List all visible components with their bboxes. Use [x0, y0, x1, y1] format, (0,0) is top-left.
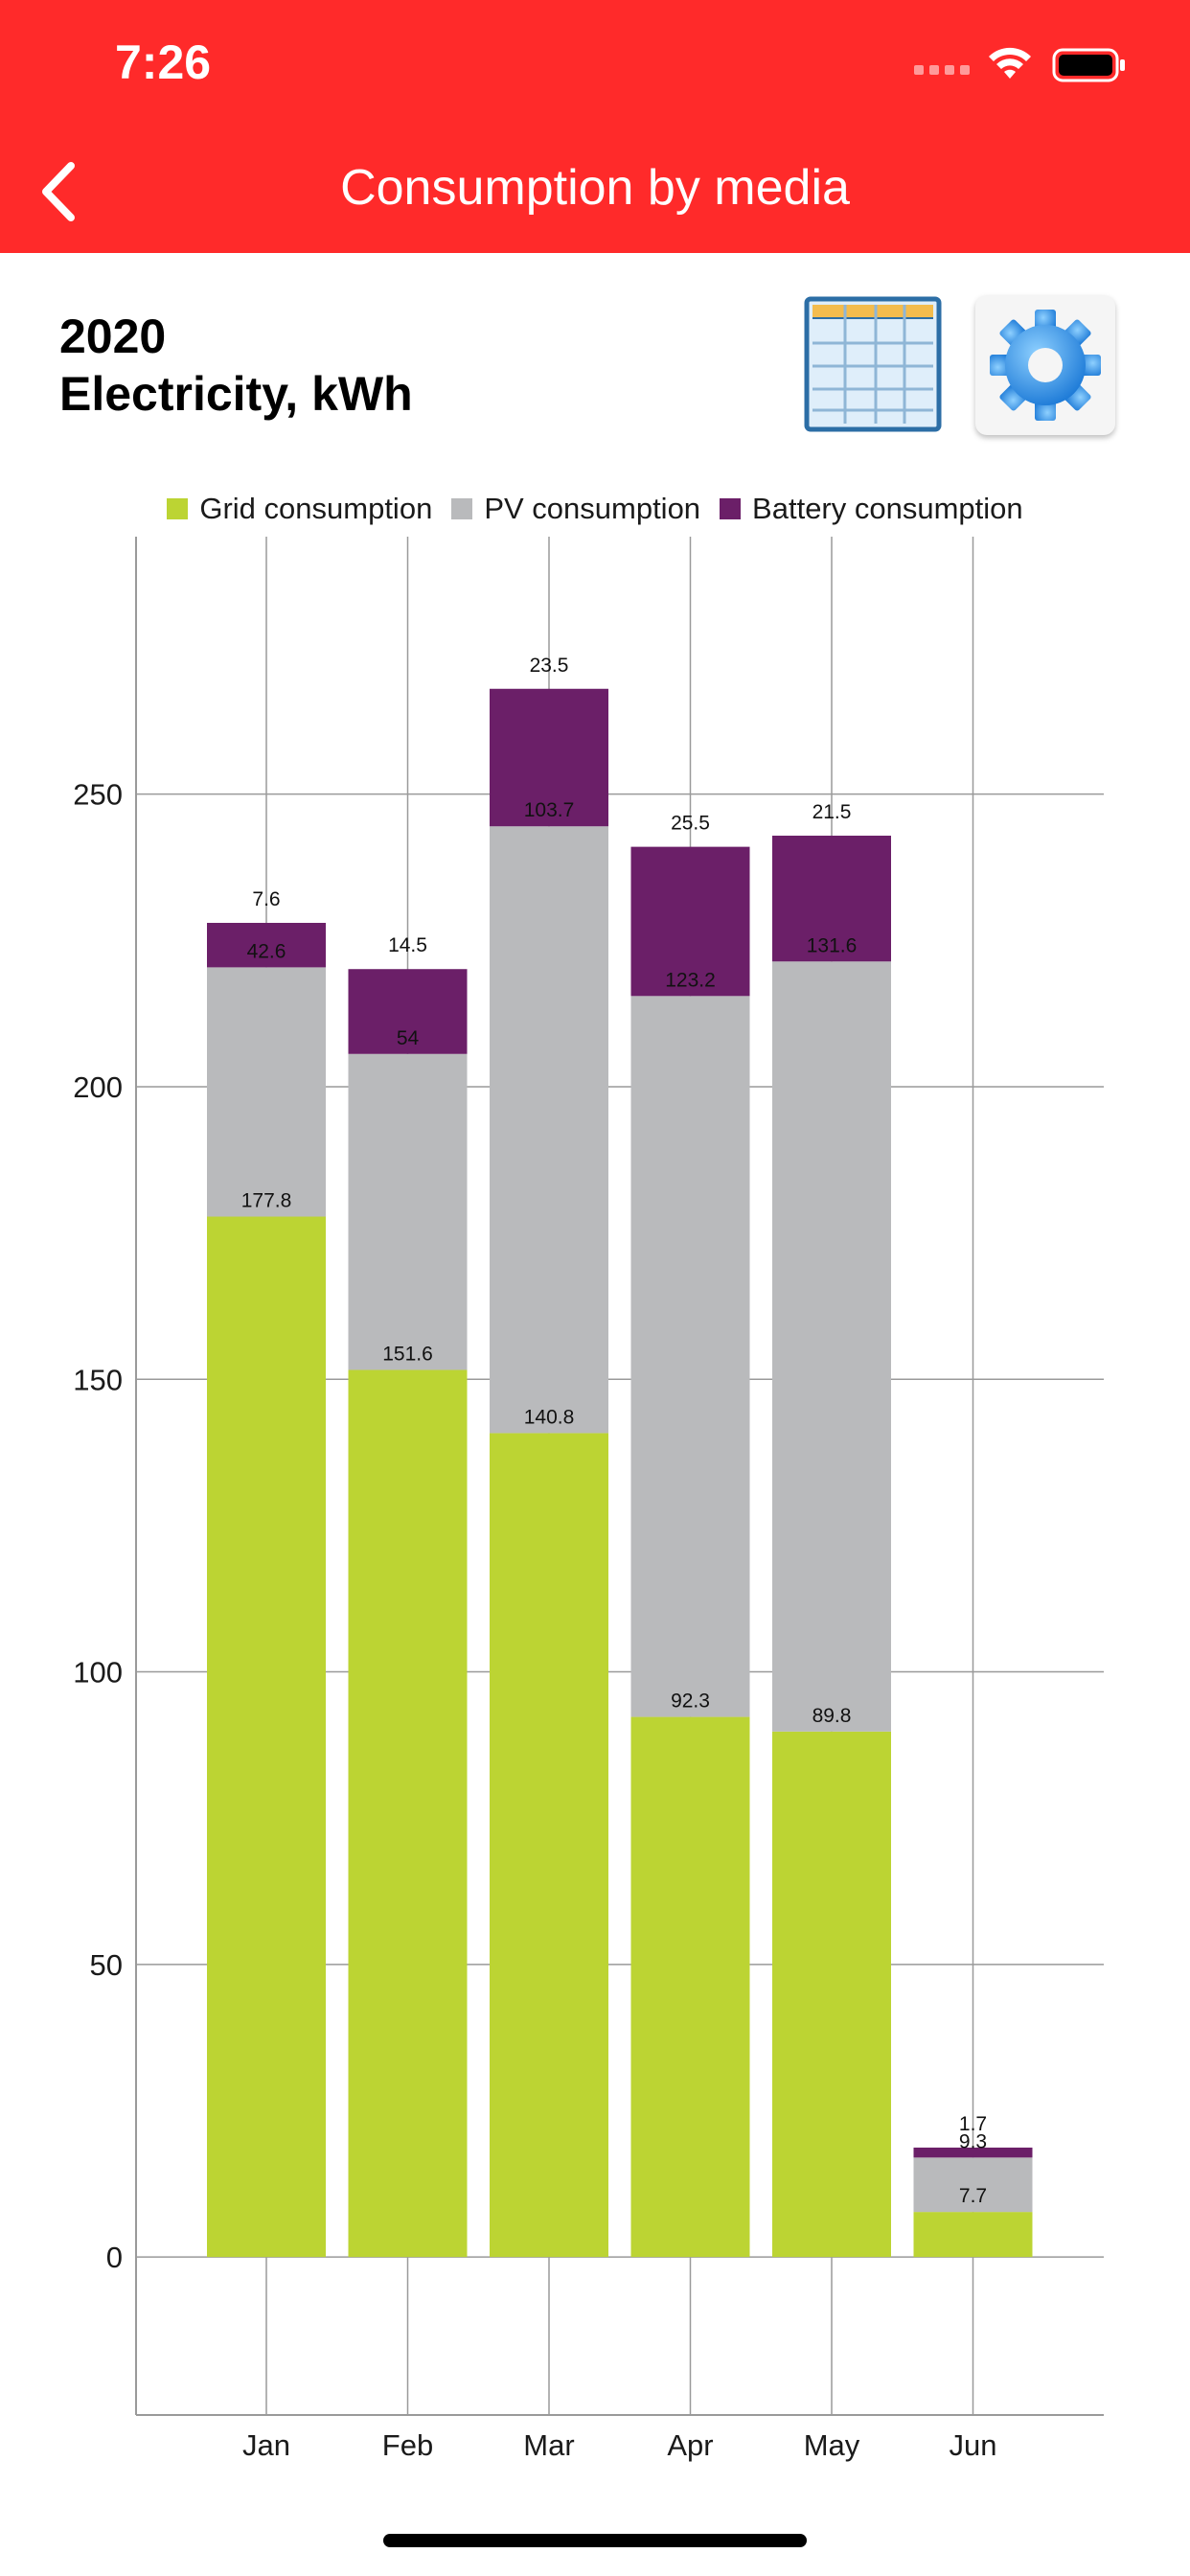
- stacked-bar-chart: 0 50 100 150 200 250 177.8 42.6 7.6 151.6 54 14.5 14…: [73, 537, 1104, 2462]
- data-label: 54: [397, 1027, 420, 1049]
- bar-may-grid-consumption: [772, 1731, 891, 2258]
- table-view-button[interactable]: [803, 293, 945, 435]
- legend-label-battery: Battery consumption: [752, 492, 1023, 525]
- x-tick-label: Feb: [382, 2428, 433, 2462]
- bar-feb-pv-consumption: [348, 1053, 468, 1370]
- data-label: 131.6: [807, 934, 858, 956]
- data-label: 25.5: [671, 813, 710, 835]
- bar-jan-grid-consumption: [207, 1216, 326, 2258]
- data-label: 123.2: [665, 969, 716, 991]
- cellular-signal-icon: [914, 65, 970, 75]
- bar-jan-battery-consumption: [207, 922, 326, 968]
- x-tick-label: Jan: [242, 2428, 290, 2462]
- data-label: 23.5: [530, 655, 569, 677]
- legend-swatch-pv: [451, 498, 473, 519]
- data-label: 92.3: [671, 1690, 710, 1713]
- table-icon: [804, 296, 942, 432]
- back-button[interactable]: [29, 153, 86, 230]
- y-tick-label: 50: [90, 1948, 123, 1982]
- bar-may-battery-consumption: [772, 836, 891, 962]
- y-tick-label: 150: [73, 1363, 123, 1396]
- bar-jun-grid-consumption: [913, 2212, 1033, 2258]
- chevron-left-icon: [42, 162, 75, 221]
- legend-label-grid: Grid consumption: [199, 492, 433, 525]
- legend-item-battery[interactable]: Battery consumption: [720, 492, 1023, 526]
- status-time: 7:26: [115, 35, 212, 89]
- bar-feb-battery-consumption: [348, 969, 468, 1054]
- chart-legend: Grid consumption PV consumption Battery …: [0, 487, 1190, 531]
- bar-feb-grid-consumption: [348, 1369, 468, 2258]
- bar-jun-pv-consumption: [913, 2157, 1033, 2213]
- data-label: 9.3: [959, 2130, 987, 2152]
- data-label: 42.6: [247, 940, 286, 962]
- data-label: 177.8: [241, 1190, 292, 1212]
- legend-swatch-battery: [720, 498, 742, 519]
- bar-apr-battery-consumption: [630, 846, 750, 997]
- wifi-icon: [989, 47, 1031, 79]
- bar-jan-pv-consumption: [207, 967, 326, 1217]
- bar-mar-pv-consumption: [490, 826, 608, 1434]
- legend-item-pv[interactable]: PV consumption: [451, 492, 700, 526]
- bar-jun-battery-consumption: [913, 2147, 1033, 2158]
- y-tick-label: 0: [106, 2241, 123, 2274]
- bar-apr-pv-consumption: [630, 996, 750, 1717]
- bar-mar-grid-consumption: [490, 1433, 608, 2258]
- legend-label-pv: PV consumption: [484, 492, 701, 525]
- data-label: 1.7: [959, 2113, 987, 2135]
- data-label: 151.6: [382, 1343, 433, 1365]
- bar-mar-battery-consumption: [490, 688, 608, 827]
- navigation-bar: 7:26 Consumption by media: [0, 0, 1190, 253]
- report-year: 2020: [59, 310, 167, 363]
- gear-icon: [990, 310, 1101, 421]
- data-label: 7.6: [252, 888, 280, 910]
- legend-swatch-grid: [167, 498, 189, 519]
- y-tick-label: 250: [73, 778, 123, 812]
- data-label: 89.8: [812, 1705, 852, 1727]
- bar-may-pv-consumption: [772, 961, 891, 1732]
- settings-button[interactable]: [975, 295, 1115, 435]
- data-label: 103.7: [524, 799, 575, 821]
- report-subtitle: Electricity, kWh: [59, 367, 413, 421]
- x-tick-label: Jun: [950, 2428, 997, 2462]
- data-label: 21.5: [812, 801, 852, 823]
- x-tick-label: May: [804, 2428, 860, 2462]
- bar-apr-grid-consumption: [630, 1716, 750, 2258]
- data-label: 140.8: [524, 1406, 575, 1428]
- y-tick-label: 200: [73, 1070, 123, 1104]
- data-label: 14.5: [388, 934, 427, 956]
- y-tick-label: 100: [73, 1656, 123, 1690]
- x-tick-label: Apr: [667, 2428, 713, 2462]
- home-indicator: [383, 2534, 807, 2547]
- x-tick-label: Mar: [523, 2428, 574, 2462]
- page-title: Consumption by media: [340, 160, 850, 216]
- legend-item-grid[interactable]: Grid consumption: [167, 492, 432, 526]
- data-label: 7.7: [959, 2185, 987, 2207]
- battery-icon: [1052, 48, 1125, 82]
